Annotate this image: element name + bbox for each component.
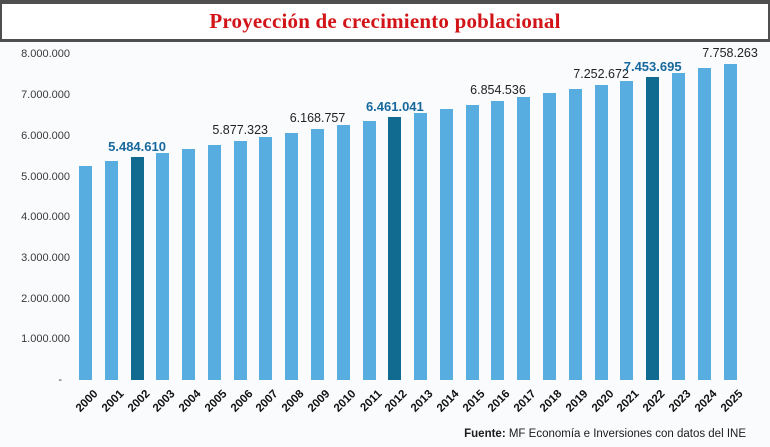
x-tick-label-2013: 2013 <box>409 388 436 415</box>
x-tick-label-2005: 2005 <box>202 388 230 415</box>
bar-2022 <box>646 76 660 380</box>
bar-2023 <box>671 72 685 380</box>
x-tick-label-2018: 2018 <box>537 388 565 415</box>
bar-2010 <box>336 124 350 380</box>
y-tick-label: 5.000.000 <box>21 170 70 183</box>
x-tick-label-2015: 2015 <box>460 388 488 415</box>
x-tick-label-2023: 2023 <box>666 388 694 415</box>
x-tick-label-2016: 2016 <box>486 388 513 415</box>
x-tick-label-2025: 2025 <box>718 388 745 415</box>
x-tick-label-2010: 2010 <box>331 388 359 415</box>
bar-2021 <box>620 80 634 380</box>
y-tick-label: 1.000.000 <box>21 333 70 346</box>
bar-2005 <box>207 144 221 380</box>
bar-value-label-2002: 5.484.610 <box>108 138 166 154</box>
bar-value-label-2006: 5.877.323 <box>212 122 268 137</box>
x-tick-label-2014: 2014 <box>434 388 462 415</box>
y-tick-label: - <box>58 374 62 386</box>
bar-2018 <box>543 92 557 380</box>
x-tick-label-2007: 2007 <box>254 388 281 415</box>
x-tick-label-2021: 2021 <box>615 388 642 415</box>
page-title: Proyección de crecimiento poblacional <box>209 9 561 33</box>
bar-2001 <box>104 161 118 380</box>
bar-2009 <box>311 128 325 380</box>
x-tick-label-2012: 2012 <box>383 388 410 415</box>
bar-2015 <box>465 105 479 380</box>
x-tick-label-2000: 2000 <box>73 388 101 415</box>
x-tick-label-2004: 2004 <box>177 388 204 415</box>
y-tick-label: 6.000.000 <box>21 129 70 142</box>
y-tick-label: 8.000.000 <box>21 48 70 61</box>
bar-2013 <box>414 113 428 380</box>
bar-2017 <box>517 96 531 380</box>
x-tick-label-2002: 2002 <box>125 388 153 415</box>
bar-2014 <box>439 109 453 380</box>
source-text: MF Economía e Inversiones con datos del … <box>505 428 746 440</box>
x-tick-label-2001: 2001 <box>99 388 127 415</box>
bar-value-label-2012: 6.461.041 <box>365 99 424 115</box>
bar-2011 <box>362 120 376 380</box>
bar-value-label-2025: 7.758.263 <box>702 46 758 61</box>
bar-2012 <box>388 117 402 380</box>
x-tick-label-2020: 2020 <box>589 388 617 415</box>
y-tick-label: 2.000.000 <box>21 292 70 305</box>
x-tick-label-2017: 2017 <box>512 388 539 415</box>
x-tick-label-2019: 2019 <box>563 388 591 415</box>
bar-value-label-2009: 6.168.757 <box>289 110 346 125</box>
bar-2004 <box>182 148 196 380</box>
bar-2024 <box>697 68 711 380</box>
bar-2020 <box>594 84 608 380</box>
bar-2016 <box>491 101 505 380</box>
bar-value-label-2022: 7.453.695 <box>623 58 682 74</box>
bar-2019 <box>568 88 582 380</box>
x-tick-label-2022: 2022 <box>641 388 668 415</box>
x-tick-label-2008: 2008 <box>280 388 307 415</box>
source-prefix: Fuente: <box>464 428 506 440</box>
bar-2008 <box>285 132 299 380</box>
y-tick-label: 7.000.000 <box>21 89 70 102</box>
source-line: Fuente: MF Economía e Inversiones con da… <box>464 428 746 440</box>
x-tick-label-2003: 2003 <box>151 388 178 415</box>
title-band: Proyección de crecimiento poblacional <box>0 0 770 42</box>
bar-2006 <box>233 140 247 380</box>
population-bar-chart: 8.000.000 7.000.000 6.000.000 5.000.000 4.00… <box>0 42 770 447</box>
x-tick-label-2024: 2024 <box>692 388 720 415</box>
bar-2003 <box>156 152 170 380</box>
bar-value-label-2020: 7.252.672 <box>573 66 629 81</box>
bar-2002 <box>130 156 144 380</box>
bar-value-label-2016: 6.854.536 <box>470 83 526 98</box>
bar-2025 <box>723 64 737 380</box>
x-tick-label-2011: 2011 <box>357 388 385 415</box>
x-tick-label-2006: 2006 <box>228 388 256 415</box>
y-tick-label: 4.000.000 <box>21 211 70 224</box>
bar-2000 <box>79 165 92 380</box>
x-tick-label-2009: 2009 <box>305 388 333 415</box>
bar-2007 <box>259 136 273 380</box>
y-tick-label: 3.000.000 <box>21 251 70 264</box>
